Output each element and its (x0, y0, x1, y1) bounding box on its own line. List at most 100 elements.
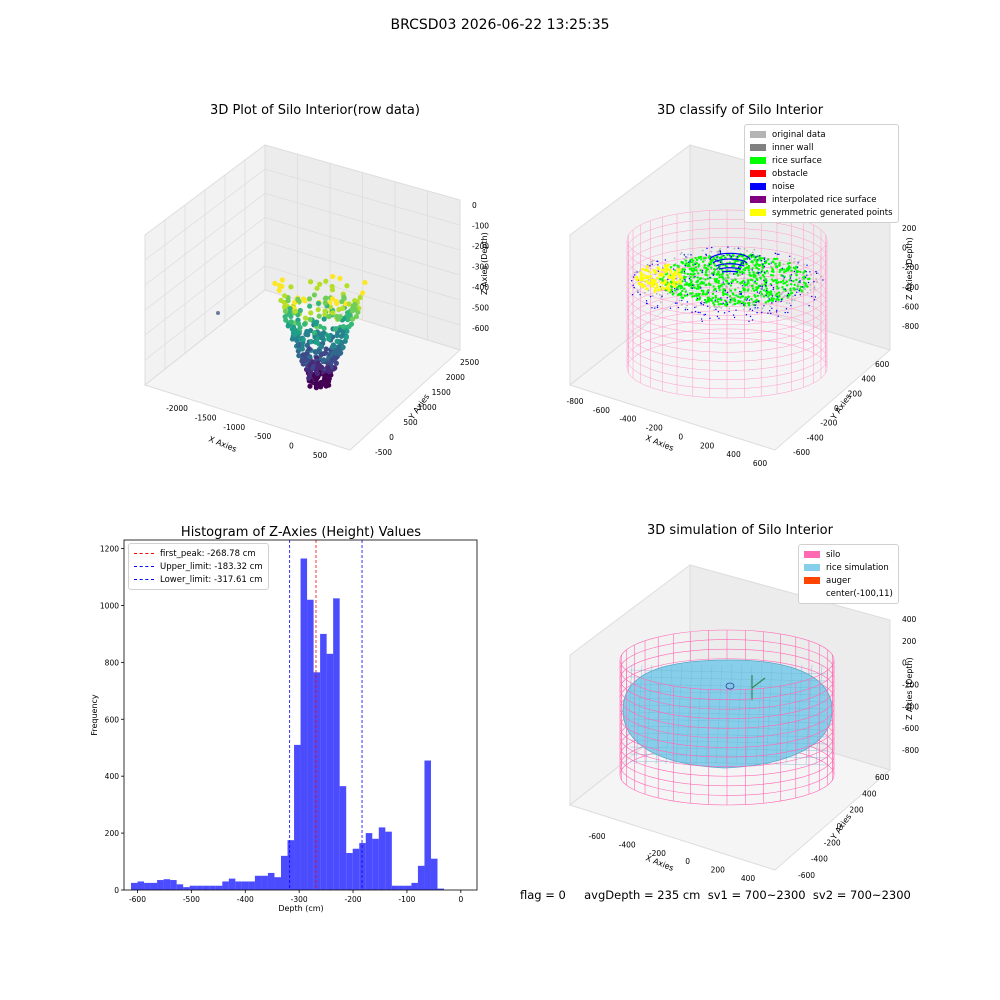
raw-z-tick: 0 (472, 201, 477, 210)
histogram-bar (287, 840, 295, 890)
histogram-xtick: -200 (345, 895, 362, 904)
legend-swatch (750, 157, 766, 164)
histogram-bar (437, 888, 445, 890)
simulation-z-tick: -600 (902, 724, 919, 733)
simulation-y-tick: 200 (849, 806, 864, 815)
raw-y-tick: 500 (403, 418, 418, 427)
histogram-bar (313, 672, 321, 890)
histogram-bar (274, 877, 281, 890)
raw-z-tick: -300 (472, 263, 489, 272)
legend-label: rice surface (772, 155, 822, 166)
legend-label: obstacle (772, 168, 808, 179)
legend-item: obstacle (750, 167, 893, 180)
histogram-bar (280, 855, 288, 890)
simulation-z-tick: -200 (902, 681, 919, 690)
simulation-x-tick: 200 (711, 866, 726, 875)
raw-xlabel: X Axies (207, 435, 238, 454)
legend-swatch (750, 131, 766, 138)
simulation-zlabel: Z Axies (Depth) (905, 657, 914, 720)
classify-y-tick: 400 (861, 375, 876, 384)
classify-y-tick: 200 (848, 389, 863, 398)
simulation-z-tick: -400 (902, 702, 919, 711)
legend-swatch (750, 144, 766, 151)
histogram-xlabel: Depth (cm) (278, 904, 323, 913)
histogram-bar (196, 885, 203, 890)
histogram-bar (365, 833, 373, 890)
histogram-xtick: 0 (458, 895, 463, 904)
simulation-y-tick: -600 (798, 871, 815, 880)
classify-x-tick: 400 (726, 450, 741, 459)
classify-z-tick: -400 (902, 283, 919, 292)
histogram-xtick: -100 (398, 895, 415, 904)
legend-swatch (804, 564, 820, 571)
status-line: flag = 0 avgDepth = 235 cm sv1 = 700~230… (520, 888, 911, 902)
classify-y-tick: 0 (834, 404, 839, 413)
legend-swatch (750, 209, 766, 216)
histogram-title: Histogram of Z-Axies (Height) Values (181, 525, 421, 540)
histogram-bar (241, 881, 249, 890)
legend-swatch (750, 170, 766, 177)
raw-x-tick: 0 (289, 442, 294, 451)
legend-swatch (804, 551, 820, 558)
raw-x-tick: 500 (313, 451, 328, 460)
raw-z-tick: -400 (472, 283, 489, 292)
simulation-y-tick: 0 (837, 822, 842, 831)
legend-item: silo (804, 548, 893, 561)
legend-item: center(-100,11) (804, 587, 893, 600)
histogram-ytick: 1200 (100, 545, 119, 554)
legend-item: rice simulation (804, 561, 893, 574)
legend-item: auger (804, 574, 893, 587)
histogram-bar (170, 880, 177, 890)
histogram-ylabel: Frequency (90, 694, 99, 736)
histogram-bar (183, 887, 190, 890)
histogram-xtick: -600 (129, 895, 146, 904)
classify-y-tick: -400 (807, 433, 824, 442)
histogram-xtick: -400 (237, 895, 254, 904)
histogram-bar (300, 558, 308, 890)
classify-z-tick: -800 (902, 322, 919, 331)
histogram-bar (378, 827, 386, 890)
histogram-bar (391, 885, 399, 890)
classify-zlabel: Z Axies (Depth) (905, 237, 914, 300)
classify-x-tick: -400 (619, 415, 636, 424)
histogram-ytick: 800 (105, 658, 120, 667)
raw-y-tick: 2000 (446, 373, 465, 382)
legend-label: Upper_limit: -183.32 cm (160, 561, 263, 572)
histogram-bar (254, 875, 262, 890)
legend-label: Lower_limit: -317.61 cm (160, 574, 263, 585)
classify-panel: 3D classify of Silo Interior X Axies Y A… (560, 100, 940, 470)
legend-label: first_peak: -268.78 cm (160, 548, 256, 559)
histogram-panel: Histogram of Z-Axies (Height) Values -60… (70, 520, 490, 920)
histogram-bar (333, 598, 340, 890)
legend-label: original data (772, 129, 826, 140)
histogram-bar (131, 882, 138, 890)
simulation-panel: 3D simulation of Silo Interior X Axies Y… (560, 520, 940, 890)
histogram-bar (417, 865, 425, 890)
simulation-z-tick: -800 (902, 746, 919, 755)
simulation-3d-plot[interactable]: X Axies Y Axies Z Axies (Depth) -600-400… (560, 520, 940, 890)
raw-3d-plot[interactable]: X Axies Y Axies Z Axies (Depth) -2000-15… (130, 100, 490, 470)
legend-label: interpolated rice surface (772, 194, 877, 205)
histogram-bar (176, 884, 184, 890)
simulation-x-tick: -600 (588, 832, 605, 841)
legend-swatch (134, 553, 154, 554)
simulation-x-tick: -200 (649, 849, 666, 858)
legend-item: original data (750, 128, 893, 141)
histogram-bar (163, 879, 171, 890)
histogram-bar (209, 885, 216, 890)
histogram-bar (150, 882, 158, 890)
simulation-x-tick: -400 (619, 840, 636, 849)
histogram-bar (222, 881, 229, 890)
histogram-bar (137, 881, 145, 890)
legend-swatch (804, 577, 820, 584)
histogram-bar (320, 633, 327, 890)
simulation-x-tick: 0 (685, 857, 690, 866)
raw-y-tick: 1000 (418, 403, 437, 412)
histogram-chart[interactable]: Histogram of Z-Axies (Height) Values -60… (70, 520, 490, 920)
classify-x-tick: 0 (678, 432, 683, 441)
simulation-y-tick: -200 (824, 838, 841, 847)
classify-x-tick: 200 (700, 441, 715, 450)
raw-z-tick: -100 (472, 222, 489, 231)
legend-swatch (134, 579, 154, 580)
simulation-z-tick: 0 (902, 659, 907, 668)
